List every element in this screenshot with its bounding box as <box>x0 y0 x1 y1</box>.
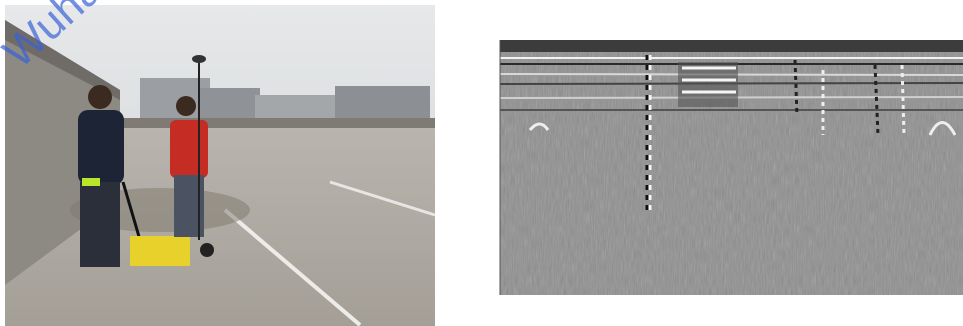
field-photo <box>5 5 436 326</box>
radargram <box>499 40 963 295</box>
